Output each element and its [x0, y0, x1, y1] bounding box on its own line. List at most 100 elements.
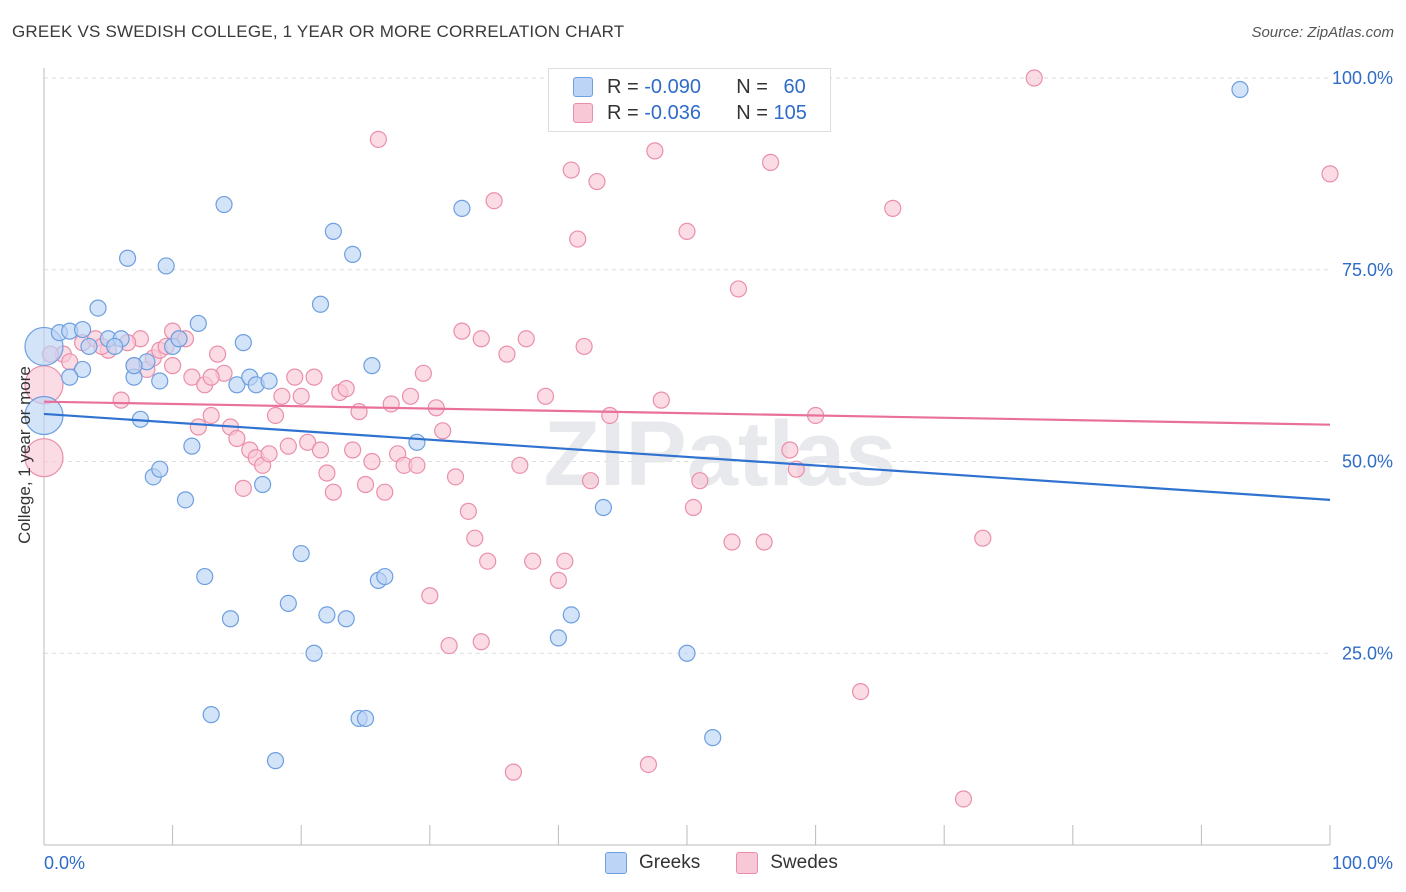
watermark: ZIPatlas: [544, 403, 897, 505]
swedes-point: [183, 368, 201, 386]
swedes-point: [260, 445, 278, 463]
greeks-point: [80, 337, 98, 356]
swedes-point: [209, 345, 227, 363]
greeks-point: [408, 433, 426, 451]
y-axis-label: College, 1 year or more: [15, 366, 34, 544]
legend-item-greeks[interactable]: Greeks: [605, 852, 700, 874]
swedes-point: [337, 380, 355, 398]
swedes-point: [556, 552, 574, 570]
swedes-swatch: [573, 103, 593, 123]
swedes-point: [485, 192, 503, 210]
correlation-legend: R = -0.090 N = 60 R = -0.036 N = 105: [548, 68, 831, 132]
greeks-swatch: [605, 852, 627, 874]
greeks-point: [202, 706, 220, 724]
greeks-point: [376, 567, 394, 586]
greeks-point: [453, 199, 471, 217]
swedes-point: [164, 357, 182, 375]
r-label: R =: [607, 75, 645, 98]
legend-label-greeks: Greeks: [639, 852, 701, 873]
r-value: -0.036: [644, 101, 701, 124]
greeks-point: [73, 320, 92, 339]
greeks-point: [151, 460, 169, 478]
greeks-point: [337, 610, 355, 628]
greeks-point: [106, 337, 124, 356]
y-tick-label: 100.0%: [1332, 68, 1393, 88]
swedes-point: [228, 429, 246, 448]
n-value: 105: [773, 101, 807, 124]
greeks-point: [363, 357, 381, 375]
greeks-point: [228, 376, 246, 394]
swedes-point: [884, 199, 902, 217]
chart-title: GREEK VS SWEDISH COLLEGE, 1 YEAR OR MORE…: [12, 22, 625, 41]
swedes-point: [588, 172, 606, 191]
swedes-point: [1321, 165, 1339, 183]
swedes-point: [202, 368, 220, 386]
swedes-point: [652, 391, 670, 409]
greeks-point: [215, 195, 233, 214]
greeks-point: [279, 594, 297, 612]
swedes-point: [363, 452, 381, 471]
swedes-point: [569, 230, 587, 248]
swedes-point: [401, 387, 420, 405]
swedes-point: [279, 437, 297, 455]
swedes-point: [305, 368, 323, 386]
swedes-point: [852, 682, 870, 701]
greeks-point: [678, 644, 696, 662]
swedes-point: [781, 441, 799, 459]
greeks-point: [151, 372, 169, 390]
greeks-point: [254, 475, 272, 494]
tick-labels: 100.0% 75.0% 50.0% 25.0% 0.0% 100.0%: [44, 68, 1393, 873]
swedes-point: [562, 161, 580, 179]
x-tick-label: 0.0%: [44, 853, 85, 873]
legend-row-swedes: R = -0.036 N = 105: [573, 101, 807, 125]
swedes-point: [678, 222, 696, 240]
greeks-point: [125, 357, 143, 375]
legend-item-swedes[interactable]: Swedes: [736, 852, 838, 874]
greeks-point: [61, 368, 79, 386]
greeks-point: [704, 729, 722, 747]
legend-row-greeks: R = -0.090 N = 60: [573, 75, 806, 99]
swedes-point: [414, 364, 432, 382]
swedes-point: [189, 418, 207, 436]
swedes-point: [459, 502, 477, 520]
greeks-point: [292, 544, 310, 563]
greeks-point: [89, 299, 107, 317]
swedes-point: [112, 391, 130, 409]
swedes-point: [549, 571, 568, 589]
y-tick-label: 25.0%: [1342, 643, 1393, 663]
greeks-point: [234, 334, 252, 352]
swedes-point: [434, 422, 452, 440]
greeks-point: [189, 314, 207, 333]
swedes-point: [761, 153, 780, 171]
swedes-point: [376, 483, 394, 501]
greeks-point: [221, 610, 240, 628]
swedes-point: [202, 406, 220, 425]
swedes-point: [691, 472, 709, 490]
swedes-point: [234, 479, 252, 497]
swedes-point: [479, 552, 497, 570]
legend-label-swedes: Swedes: [770, 852, 838, 873]
n-label: N =: [736, 101, 774, 124]
greeks-point: [305, 644, 323, 662]
greeks-point: [266, 752, 285, 770]
n-label: N =: [736, 75, 774, 98]
swedes-point: [273, 387, 291, 405]
greeks-point: [549, 629, 568, 647]
greeks-point: [196, 567, 214, 586]
source-label: Source: ZipAtlas.com: [1251, 24, 1394, 41]
y-tick-label: 50.0%: [1342, 452, 1393, 472]
greeks-point: [73, 360, 92, 379]
swedes-swatch: [736, 852, 759, 874]
x-tick-label: 100.0%: [1332, 853, 1393, 873]
swedes-point: [440, 636, 458, 655]
swedes-point: [344, 441, 362, 459]
series-legend: Greeks Swedes: [605, 852, 874, 874]
swedes-point: [421, 587, 439, 605]
swedes-point: [729, 280, 748, 298]
greeks-swatch: [573, 77, 593, 97]
swedes-point: [453, 322, 471, 340]
swedes-point: [954, 790, 973, 808]
swedes-point: [472, 330, 490, 348]
swedes-point: [974, 529, 992, 547]
